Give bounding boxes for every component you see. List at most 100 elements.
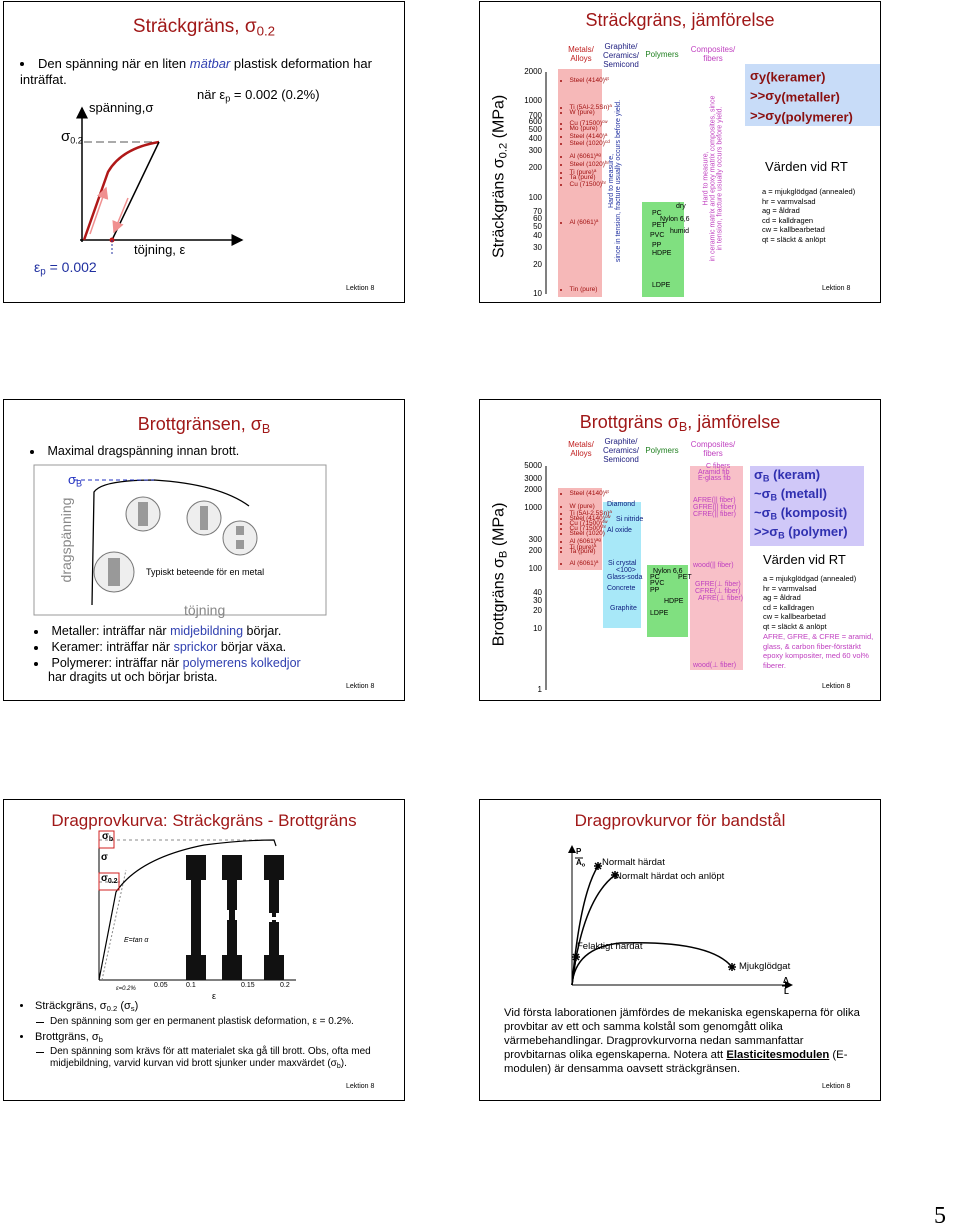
slide: Dragprovkurva: Sträckgräns - Brottgräns σ… [3,799,405,1101]
comparison-part: σ [769,524,779,539]
composite-label: AFRE(⊥ fiber) [698,595,743,602]
tick-label: 0.1 [186,982,196,989]
metal-label-part: Al (6061) [569,152,596,160]
metal-label-part: Steel (1020) [569,160,605,168]
legend-item: hr = varmvalsad [762,196,816,206]
metal-label-part: Ta (pure) [569,548,596,555]
metal-label: Ta (pure) [560,548,596,555]
composite-label: GFRE(|| fiber) [693,504,737,511]
tick-label: 300 [528,146,542,156]
comparison-part: σ [761,486,771,501]
axis-label: Δ [783,976,789,985]
metal-label-part: cd [604,139,610,144]
tick-label: 50 [533,221,542,231]
curve-label: Felaktigt härdat [577,941,643,952]
paragraph: Vid första laborationen jämfördes de mek… [504,1006,864,1076]
metal-label-part: cw [602,119,608,124]
metal-label: W (pure) [560,503,595,510]
ceramic-label: Concrete [607,585,636,592]
tick-label: 70 [533,207,542,217]
slide-title: Brottgränsen, σB [4,414,404,436]
tick-label: 30 [533,595,542,605]
tick-label: 10 [533,624,542,634]
bullet-part: ) [134,1000,139,1012]
composite-label: C fibers [706,463,731,470]
polymer-label: PVC [650,580,665,587]
bullet-part: sprickor [173,640,218,654]
tick-label: 1 [537,685,542,694]
metal-label: Ti (pure)a [560,168,597,176]
axis-title-part: σ [490,158,508,169]
slide-title-part: , jämförelse [687,412,781,432]
metal-label-part: a [593,543,597,548]
slide-title: Sträckgräns, σ0.2 [4,16,404,38]
metal-label: Steel (1020) [560,530,605,537]
axis-label-part: σ [68,472,77,487]
comparison: σB (keram) [754,467,820,483]
slide-title: Brottgräns σB, jämförelse [480,412,880,434]
axis-label-part: σ [102,831,109,842]
metal-label-part: qt [604,76,609,81]
tick-label: 40 [533,230,542,240]
curve-label: Normalt härdat och anlöpt [615,871,725,882]
strain-note: εp = 0.002 [34,259,97,277]
metal-label-part: ag [595,152,601,157]
strain-note-part: ε [34,259,41,275]
column-header: Polymers [645,50,679,59]
slide-title-part: Sträckgräns, σ [132,16,257,37]
metal-label-part: Mo (pure) [569,125,598,132]
paragraph-part: (E-modulen) är densamma oavsett sträckgr… [504,1049,848,1075]
note: E=tan α [124,937,149,944]
composite-label: CFRE(⊥ fiber) [695,588,741,595]
comparison: >>σB (polymer) [754,524,848,540]
metal-label: Al (6061)a [560,218,599,226]
axis-title: Sträckgräns σ0.2 (MPa) [491,76,510,276]
metal-label-part: a [609,103,612,108]
comparison-part: σ [754,467,763,482]
metal-label-part: Al (6061) [569,537,596,545]
tick-label: 0.2 [280,982,290,989]
metal-label: Cu (71500)cw [560,519,608,527]
legend-item: cd = kalldragen [763,602,815,612]
comparison-part: (komposit) [780,505,848,520]
slide: Metals/ Alloys Graphite/ Ceramics/ Semico… [479,399,881,701]
ceramic-label: Si nitride [616,516,644,523]
comparison-part: B [770,511,778,522]
axis-label-part: b [108,835,114,843]
comparison-part: (polymer) [788,524,848,539]
tick-label: 30 [533,242,542,252]
comparison-part: B [770,492,778,503]
note: Värden vid RT [765,159,848,174]
bullet-part: Sträckgräns, σ [35,1000,107,1012]
tick-label: 2000 [524,67,542,76]
bullet-part: polymerens kolkedjor [182,656,301,670]
paragraph-part: Vid första laborationen jämfördes de mek… [504,1007,860,1061]
polymer-label: HDPE [652,250,672,257]
column-header: Composites/ fibers [690,45,736,63]
comparison: ~σB (metall) [754,486,827,502]
metal-label-part: Steel (1020) [569,139,605,147]
footer: Lektion 8 [346,1083,375,1090]
metal-label: Ti (5Al-2.5Sn)a [560,509,612,517]
tick-label: 2000 [524,485,542,495]
ceramic-note: Hard to measure, since in tension, fractu… [608,81,622,281]
slide-title-part: B [261,422,271,437]
composite-label: wood(|| fiber) [693,562,734,569]
condition-part: när ε [197,87,226,102]
axis-label: Ao [576,858,585,868]
comparison-part: y(polymerer) [774,109,853,125]
metal-label: Al (6061)a [560,559,599,567]
axis-title-part: (MPa) [490,502,508,547]
paragraph-part: Elasticitesmodulen [726,1049,830,1061]
metal-label: Steel (1020)cd [560,139,610,147]
dash [36,1022,44,1023]
bullet: Sträckgräns, σ0.2 (σs) [20,1000,138,1013]
comparison-part: >> [754,524,770,539]
metal-label-part: Steel (4140) [569,132,605,140]
tick-label: 60 [533,213,542,223]
ceramic-label: Glass-soda [607,574,643,581]
sub-bullet: Den spänning som krävs för att materiale… [36,1046,385,1073]
bullet-part: Keramer: inträffar när [51,640,171,654]
bullet-part: 0.2 [106,1003,118,1013]
axis-label-part: 0.2 [107,877,118,885]
